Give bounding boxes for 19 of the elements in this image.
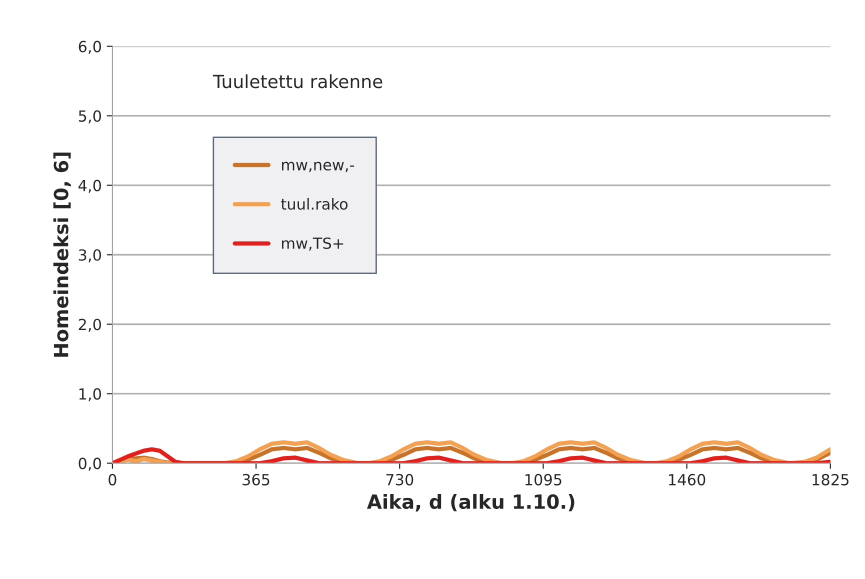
x-tick-label: 365	[242, 474, 270, 486]
y-tick-label: 1,0	[79, 388, 102, 402]
y-tick-label: 6,0	[78, 40, 102, 54]
y-tick-label: 4,0	[78, 180, 102, 193]
annotation: Tuuletettu rakenne	[212, 74, 382, 88]
legend-label: mw,TS+	[282, 237, 344, 251]
x-tick-label: 0	[108, 474, 116, 486]
y-axis-title: Homeindeksi [0, 6]	[53, 152, 71, 357]
x-tick-label: 730	[386, 474, 414, 486]
legend-label: tuul.rako	[281, 198, 348, 210]
y-tick-label: 2,0	[78, 318, 102, 332]
y-tick-label: 0,0	[78, 458, 102, 471]
y-tick-label: 5,0	[78, 110, 102, 124]
y-tick-label: 3,0	[78, 249, 102, 262]
x-tick-label: 1460	[669, 474, 706, 486]
x-axis-title: Aika, d (alku 1.10.)	[366, 494, 574, 512]
legend-label: mw,new,-	[282, 162, 354, 172]
x-tick-label: 1825	[812, 474, 849, 486]
x-tick-label: 1095	[525, 474, 562, 486]
